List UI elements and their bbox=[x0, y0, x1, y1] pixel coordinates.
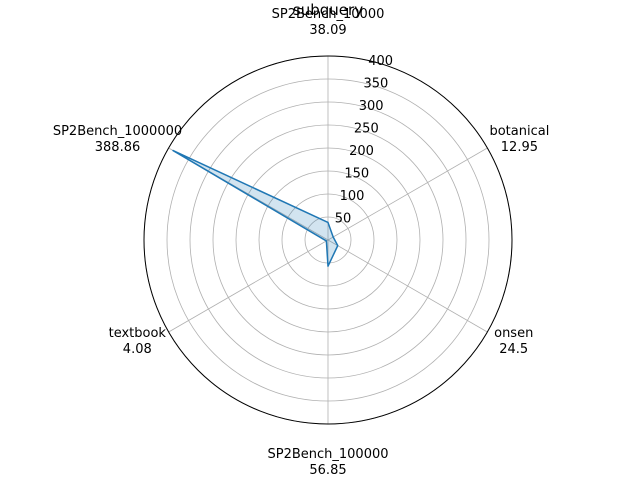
value-label: 38.09 bbox=[309, 23, 346, 38]
polar-frame bbox=[143, 55, 513, 425]
r-tick-label-400: 400 bbox=[368, 54, 393, 69]
r-tick-label-250: 250 bbox=[354, 122, 379, 137]
value-label: 388.86 bbox=[95, 140, 141, 155]
category-label: SP2Bench_10000 bbox=[272, 7, 385, 22]
category-label: SP2Bench_100000 bbox=[267, 447, 388, 462]
r-tick-label-350: 350 bbox=[363, 77, 388, 92]
value-label: 56.85 bbox=[309, 463, 346, 478]
value-label: 12.95 bbox=[501, 140, 538, 155]
chart-title: subquery bbox=[293, 1, 363, 19]
spoke-4 bbox=[168, 239, 329, 333]
value-label: 4.08 bbox=[123, 342, 152, 357]
value-label: 24.5 bbox=[499, 342, 528, 357]
r-tick-label-50: 50 bbox=[335, 212, 352, 227]
r-tick-label-300: 300 bbox=[359, 99, 384, 114]
series-line bbox=[172, 149, 339, 267]
r-tick-label-100: 100 bbox=[340, 189, 365, 204]
category-label: textbook bbox=[109, 326, 167, 341]
category-label: botanical bbox=[489, 124, 549, 139]
r-tick-label-150: 150 bbox=[344, 167, 369, 182]
spoke-1 bbox=[327, 147, 488, 241]
r-tick-label-200: 200 bbox=[349, 144, 374, 159]
radial-tick-labels: 50 100 150 200 250 300 350 400 bbox=[335, 54, 393, 226]
category-label: SP2Bench_1000000 bbox=[53, 124, 182, 139]
category-label: onsen bbox=[494, 326, 533, 341]
spoke-2 bbox=[327, 239, 488, 333]
data-series bbox=[172, 149, 339, 267]
